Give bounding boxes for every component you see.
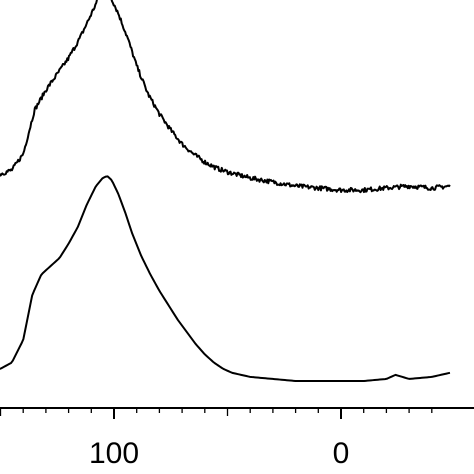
series-layer xyxy=(0,0,451,382)
spectrum-line-2 xyxy=(0,175,451,382)
x-axis: 200 100 0 xyxy=(0,407,474,470)
tick-label-0: 0 xyxy=(333,437,350,470)
spectrum-line-1 xyxy=(0,0,451,194)
tick-label-100: 100 xyxy=(89,437,139,470)
x-axis-ticks xyxy=(0,408,433,419)
